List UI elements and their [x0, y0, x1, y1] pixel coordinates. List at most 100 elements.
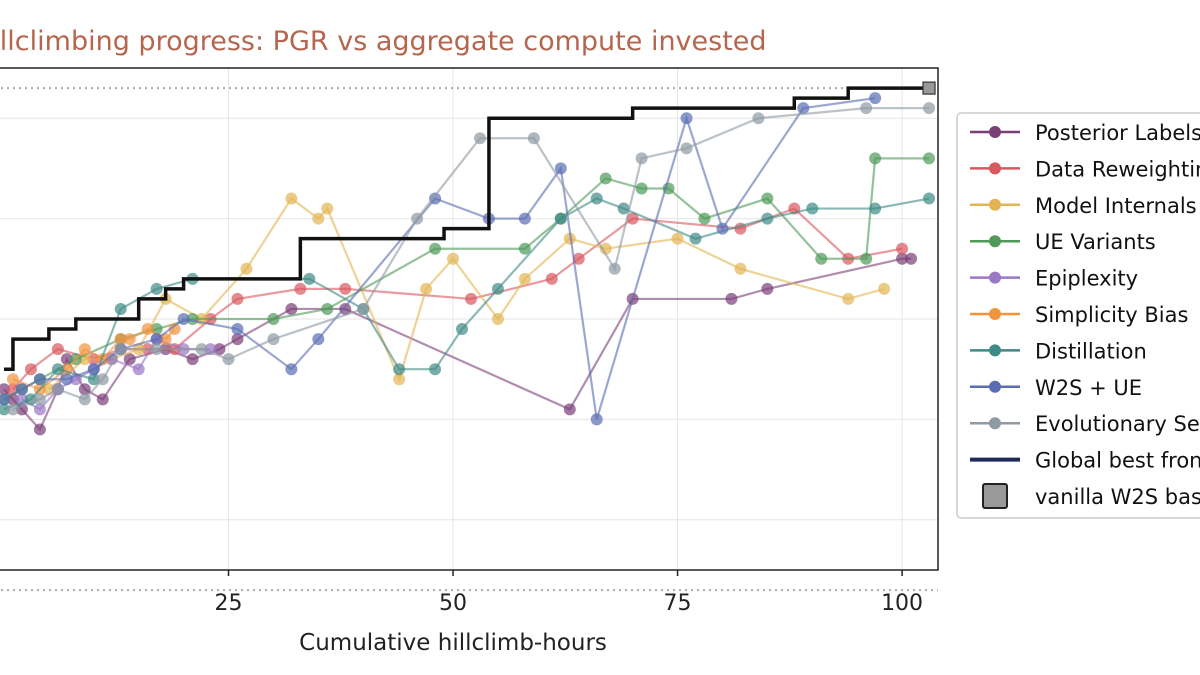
data-point — [590, 413, 603, 426]
data-point — [33, 423, 46, 436]
data-point — [87, 373, 100, 386]
data-point — [491, 282, 504, 295]
data-point — [923, 192, 936, 205]
data-point — [716, 222, 729, 235]
plot-frame — [0, 67, 939, 571]
reference-lines — [0, 87, 938, 592]
data-point — [896, 242, 909, 255]
series-6 — [0, 192, 936, 416]
data-point — [797, 102, 810, 115]
data-point — [78, 383, 91, 396]
data-point — [572, 252, 585, 265]
data-point — [815, 252, 828, 265]
data-point — [159, 333, 172, 346]
data-point — [96, 393, 109, 406]
legend-box — [956, 112, 1200, 519]
x-tick-label: 50 — [439, 591, 467, 616]
data-point — [0, 393, 10, 406]
data-point — [635, 182, 648, 195]
data-point — [429, 242, 442, 255]
data-point — [599, 242, 612, 255]
legend-label: UE Variants — [1035, 230, 1156, 254]
data-point — [186, 353, 199, 366]
data-point — [680, 142, 693, 155]
data-point — [132, 363, 145, 376]
data-point — [222, 353, 235, 366]
data-point — [105, 353, 118, 366]
legend-label: W2S + UE — [1035, 376, 1142, 400]
legend-entry: UE Variants — [970, 230, 1156, 254]
data-point — [842, 292, 855, 305]
data-point — [599, 172, 612, 185]
data-point — [285, 192, 298, 205]
data-point — [860, 102, 873, 115]
data-point — [923, 102, 936, 115]
data-point — [312, 212, 325, 225]
x-tick-label: 25 — [215, 591, 243, 616]
legend-marker — [989, 162, 1001, 175]
data-point — [231, 292, 244, 305]
data-point — [752, 112, 765, 125]
data-point — [464, 292, 477, 305]
data-point — [896, 252, 909, 265]
data-point — [608, 262, 621, 275]
data-point — [518, 272, 531, 285]
data-point — [114, 333, 127, 346]
legend-marker — [989, 126, 1001, 138]
data-point — [393, 363, 406, 376]
legend-marker — [989, 417, 1001, 430]
legend-label: Data Reweighting — [1035, 157, 1200, 181]
data-point — [518, 242, 531, 255]
legend-entry: Model Internals — [970, 194, 1197, 218]
data-point — [267, 333, 280, 346]
data-point — [141, 323, 154, 336]
data-point — [123, 333, 136, 346]
data-point — [761, 282, 774, 295]
legend-marker — [989, 344, 1001, 357]
data-point — [33, 393, 46, 406]
data-point — [590, 192, 603, 205]
x-tick-label: 75 — [664, 591, 692, 616]
legend-label: Epiplexity — [1035, 267, 1138, 291]
data-point — [456, 323, 469, 336]
data-point — [869, 202, 882, 215]
data-point — [563, 403, 576, 416]
data-point — [285, 302, 298, 315]
data-point — [33, 403, 46, 416]
legend-entry: Data Reweighting — [970, 157, 1200, 181]
data-point — [51, 383, 64, 396]
data-point — [429, 192, 442, 205]
series-layer — [0, 81, 936, 436]
data-point — [725, 292, 738, 305]
data-point — [0, 403, 10, 416]
data-point — [806, 202, 819, 215]
data-point — [231, 323, 244, 336]
data-point — [78, 343, 91, 356]
data-point — [447, 252, 460, 265]
data-point — [213, 343, 226, 356]
data-point — [420, 282, 433, 295]
data-point — [303, 272, 316, 285]
legend-marker — [989, 235, 1001, 248]
data-point — [429, 363, 442, 376]
data-point — [0, 383, 10, 396]
grid-layer — [0, 68, 938, 570]
series-2 — [42, 192, 891, 396]
data-point — [33, 373, 46, 386]
x-tick-label: 100 — [881, 591, 923, 616]
data-point — [761, 192, 774, 205]
legend-entry: Posterior Labels — [970, 121, 1200, 145]
legend-entry: Simplicity Bias — [970, 303, 1188, 327]
data-point — [680, 112, 693, 125]
data-point — [51, 343, 64, 356]
data-point — [150, 282, 163, 295]
data-point — [51, 363, 64, 376]
legend-marker — [989, 380, 1001, 393]
data-point — [761, 212, 774, 225]
data-point — [123, 353, 136, 366]
data-point — [150, 333, 163, 346]
data-point — [60, 373, 73, 386]
legend-square — [982, 483, 1008, 509]
legend-entry: vanilla W2S baseline — [982, 483, 1200, 509]
legend-entry: Distillation — [970, 339, 1147, 363]
